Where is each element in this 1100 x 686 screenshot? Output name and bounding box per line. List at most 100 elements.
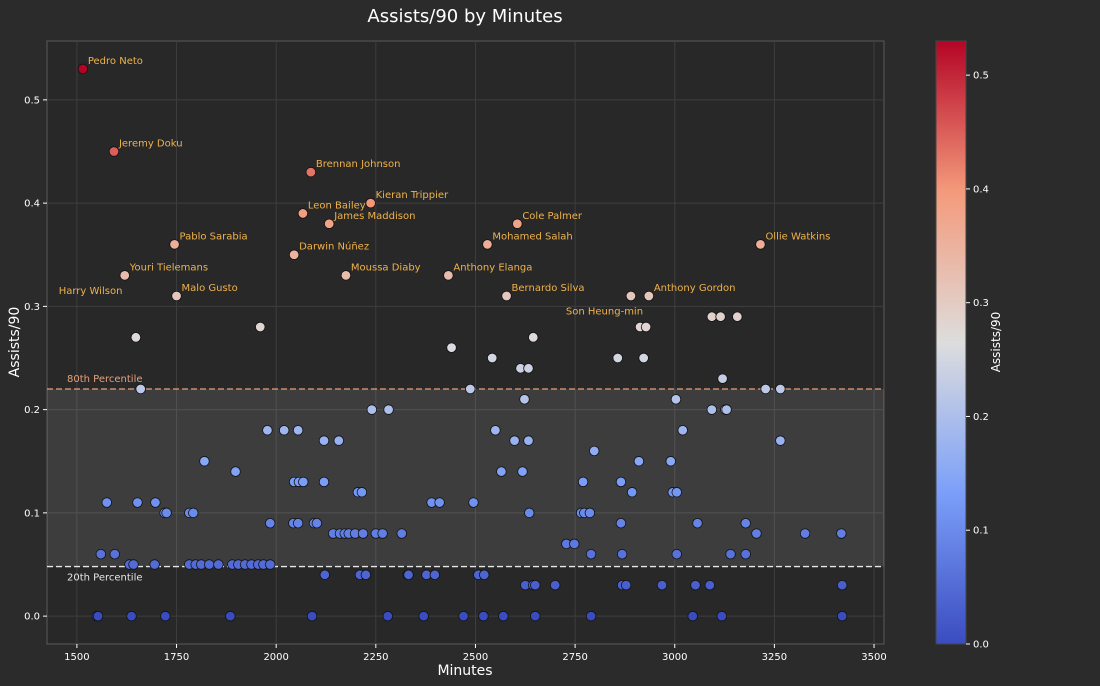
data-point xyxy=(487,352,498,364)
data-point xyxy=(199,456,210,467)
data-point xyxy=(706,311,718,322)
data-point xyxy=(799,528,811,539)
point-label: Anthony Elanga xyxy=(453,262,532,273)
colorbar-tick-label: 0.4 xyxy=(973,184,989,195)
data-point xyxy=(643,290,655,302)
data-point xyxy=(160,610,171,622)
data-point xyxy=(383,404,394,415)
point-label: Darwin Núñez xyxy=(299,241,369,253)
data-point xyxy=(577,476,589,488)
data-point xyxy=(319,569,331,581)
point-label: Malo Gusto xyxy=(182,283,238,294)
data-point xyxy=(677,425,688,436)
data-point xyxy=(706,404,718,415)
data-point xyxy=(530,579,541,591)
point-label: Pablo Sarabia xyxy=(180,231,248,242)
data-point xyxy=(755,239,766,250)
data-point xyxy=(109,548,120,560)
data-point xyxy=(740,548,751,560)
x-tick-label: 2750 xyxy=(562,652,587,663)
data-point xyxy=(128,559,139,570)
point-label: Ollie Watkins xyxy=(765,231,830,242)
percentile-band-rect xyxy=(47,388,884,567)
data-point xyxy=(292,425,304,436)
data-point xyxy=(130,332,142,343)
data-point xyxy=(377,528,388,539)
data-point xyxy=(169,239,180,250)
x-tick-label: 2500 xyxy=(463,652,488,663)
y-tick-label: 0.5 xyxy=(24,95,40,106)
data-point xyxy=(530,610,541,622)
x-tick-label: 2000 xyxy=(263,652,288,663)
data-point xyxy=(519,394,530,405)
data-point xyxy=(278,425,290,436)
data-point xyxy=(292,517,304,529)
point-labels: Pedro Neto Jeremy Doku Brennan Johnson Kier… xyxy=(59,56,831,318)
data-point xyxy=(468,497,479,508)
point-label: Kieran Trippier xyxy=(376,190,449,201)
x-axis: 1500 1750 2000 2250 2500 2750 3000 3250 3500 xyxy=(64,644,887,663)
point-label: Brennan Johnson xyxy=(316,159,401,170)
reference-line-label: 20th Percentile xyxy=(67,573,143,584)
data-point xyxy=(616,548,628,560)
data-point xyxy=(288,249,300,260)
data-point xyxy=(418,610,429,622)
y-tick-label: 0.3 xyxy=(24,302,40,313)
data-point xyxy=(365,197,376,209)
data-point xyxy=(671,548,682,560)
data-point xyxy=(524,507,535,519)
data-point xyxy=(665,456,676,467)
data-point xyxy=(721,404,732,415)
data-point xyxy=(108,146,120,157)
point-label: Cole Palmer xyxy=(522,211,583,222)
data-point xyxy=(77,63,89,75)
data-point xyxy=(366,404,378,415)
data-point xyxy=(512,218,523,229)
data-point xyxy=(775,435,786,446)
data-point xyxy=(625,290,637,302)
point-label: Moussa Diaby xyxy=(351,262,421,273)
data-point xyxy=(382,610,393,622)
data-point xyxy=(775,383,786,395)
data-point xyxy=(690,579,701,591)
data-point xyxy=(149,559,160,570)
point-label: Pedro Neto xyxy=(88,56,143,67)
data-point xyxy=(225,610,236,622)
point-label: Youri Tielemans xyxy=(129,262,208,273)
x-tick-label: 2250 xyxy=(363,652,388,663)
data-point xyxy=(340,270,352,281)
point-label: Harry Wilson xyxy=(59,286,123,297)
data-point xyxy=(589,445,600,457)
data-point xyxy=(490,425,501,436)
data-point xyxy=(311,517,323,529)
colorbar-tick-label: 0.0 xyxy=(973,640,989,651)
data-point xyxy=(306,610,318,622)
data-point xyxy=(255,321,266,333)
data-point xyxy=(150,497,161,508)
data-point xyxy=(132,497,143,508)
data-point xyxy=(620,579,632,591)
data-point xyxy=(265,559,276,570)
reference-line-label: 80th Percentile xyxy=(67,374,143,385)
data-point xyxy=(692,517,703,529)
y-tick-label: 0.2 xyxy=(24,405,40,416)
data-point xyxy=(670,394,682,405)
point-label: Anthony Gordon xyxy=(654,283,736,294)
colorbar-label: Assists/90 xyxy=(989,312,1003,373)
data-point xyxy=(671,487,682,498)
data-point xyxy=(465,383,476,395)
data-point xyxy=(265,517,276,529)
data-point xyxy=(549,579,561,591)
data-point xyxy=(498,610,509,622)
data-point xyxy=(704,579,716,591)
point-label: Bernardo Silva xyxy=(512,283,585,294)
data-point xyxy=(615,517,627,529)
data-point xyxy=(458,610,469,622)
data-point xyxy=(119,270,130,281)
data-point xyxy=(403,569,414,581)
data-point xyxy=(126,610,137,622)
data-point xyxy=(528,332,539,343)
data-point xyxy=(360,569,372,581)
data-point xyxy=(262,425,273,436)
